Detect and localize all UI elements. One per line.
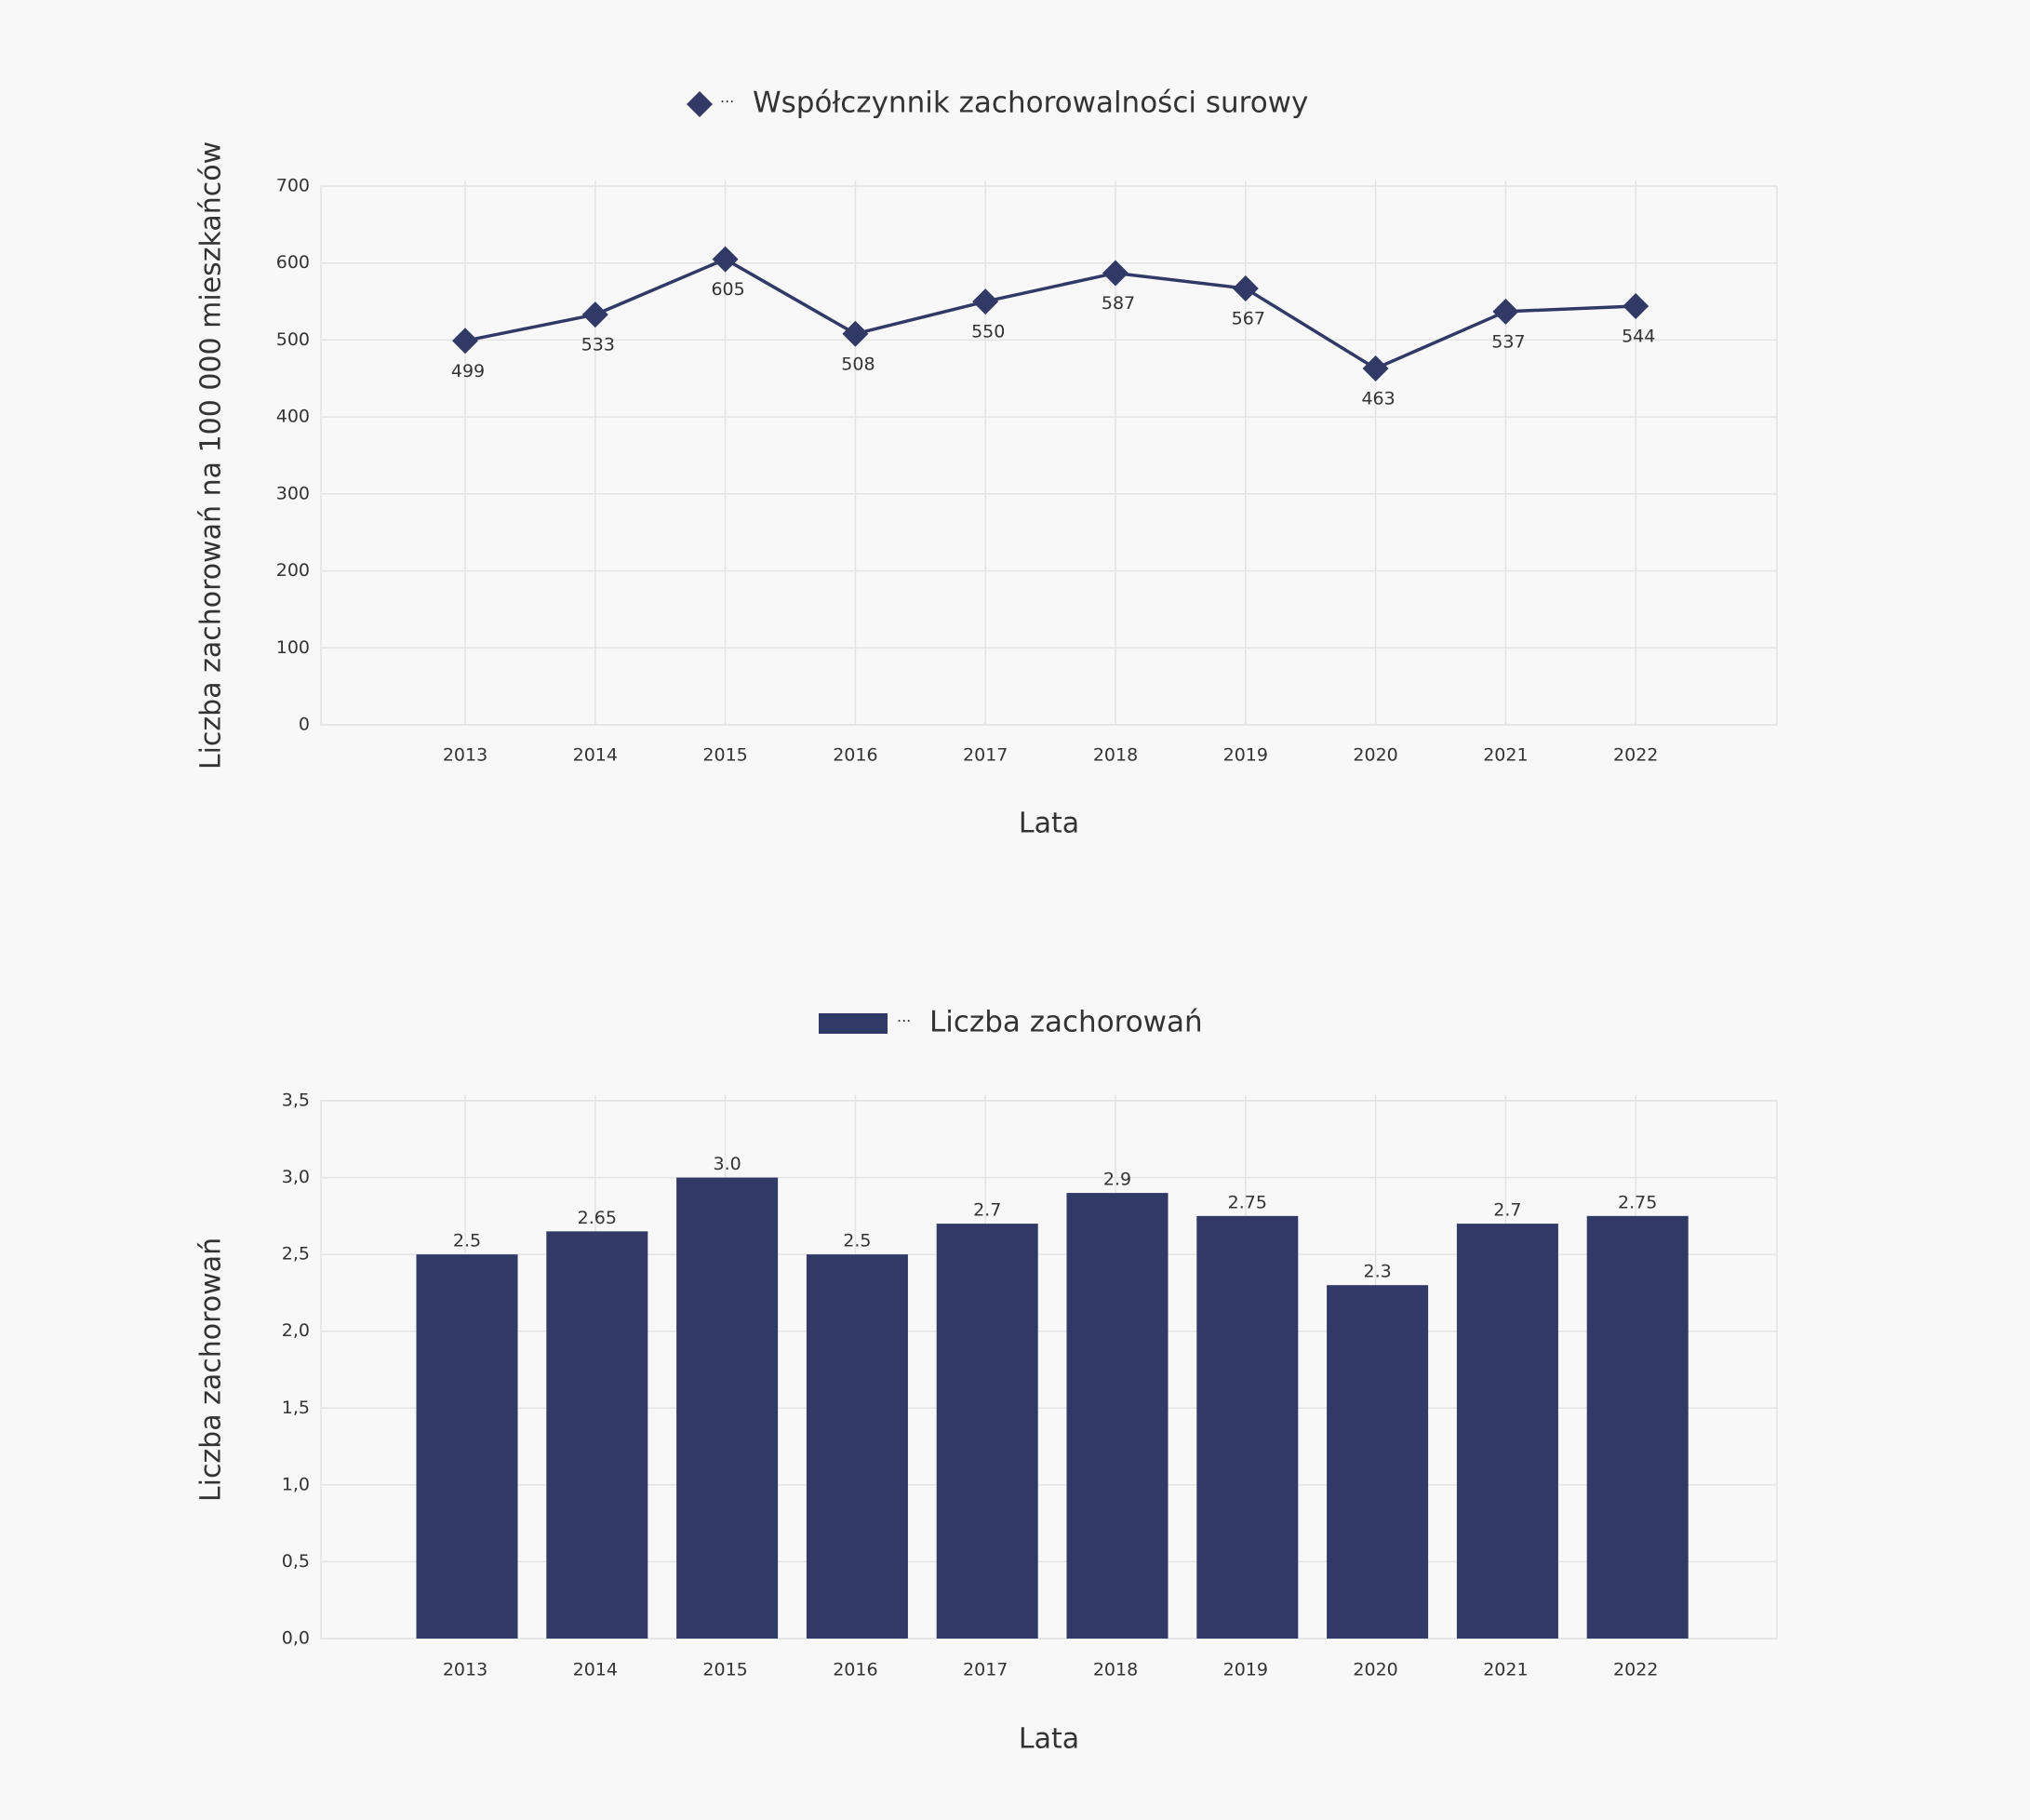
- x-tick-label: 2019: [1223, 1660, 1268, 1680]
- bar: [416, 1254, 518, 1639]
- x-axis-title: Lata: [1019, 808, 1079, 840]
- x-tick-label: 2014: [573, 1660, 618, 1680]
- data-label: 2.75: [1618, 1192, 1657, 1212]
- line: [464, 257, 1636, 371]
- legend-marker: [819, 1013, 888, 1034]
- x-tick-label: 2014: [573, 745, 618, 766]
- y-tick-label: 100: [276, 637, 310, 658]
- bar: [1586, 1215, 1689, 1639]
- y-tick-label: 2,0: [282, 1320, 310, 1341]
- data-label: 2.65: [578, 1208, 617, 1228]
- x-tick-label: 2015: [702, 1660, 747, 1680]
- marker: [712, 246, 739, 273]
- data-label: 550: [971, 322, 1005, 342]
- x-tick-label: 2017: [963, 745, 1008, 766]
- x-tick-label: 2022: [1613, 745, 1658, 766]
- data-label: 544: [1622, 327, 1655, 347]
- y-tick-label: 700: [276, 176, 310, 196]
- marker: [581, 301, 608, 328]
- x-tick-label: 2022: [1613, 1660, 1658, 1680]
- marker: [1232, 275, 1259, 302]
- x-tick-label: 2020: [1353, 745, 1397, 766]
- bar: [676, 1177, 779, 1639]
- data-label: 537: [1491, 331, 1525, 352]
- data-label: 2.3: [1363, 1262, 1391, 1282]
- legend-dots: ···: [720, 93, 734, 111]
- y-axis-title: Liczba zachorowań na 100 000 mieszkańców: [195, 141, 228, 769]
- data-label: 587: [1102, 293, 1135, 314]
- x-tick-label: 2018: [1093, 1660, 1138, 1680]
- y-tick-label: 0,5: [282, 1551, 310, 1572]
- legend-marker: [687, 91, 713, 117]
- x-tick-label: 2013: [443, 745, 487, 766]
- y-tick-label: 1,5: [282, 1398, 310, 1418]
- marker: [842, 320, 869, 347]
- bar: [1327, 1285, 1429, 1639]
- bar: [546, 1231, 648, 1639]
- data-label: 2.7: [973, 1200, 1001, 1221]
- bar: [936, 1224, 1038, 1639]
- y-tick-label: 3,0: [282, 1167, 310, 1187]
- x-tick-label: 2016: [833, 745, 877, 766]
- x-tick-label: 2015: [702, 745, 747, 766]
- legend-label: Liczba zachorowań: [929, 1006, 1203, 1039]
- legend-label: Współczynnik zachorowalności surowy: [753, 87, 1308, 120]
- data-label: 2.9: [1103, 1170, 1131, 1190]
- data-label: 3.0: [713, 1154, 741, 1174]
- marker: [1102, 260, 1129, 287]
- data-label: 463: [1361, 389, 1395, 409]
- x-tick-label: 2016: [833, 1660, 877, 1680]
- x-axis-title: Lata: [1019, 1723, 1079, 1756]
- plot-area: [320, 1100, 1778, 1639]
- y-tick-label: 0: [299, 715, 310, 735]
- x-tick-label: 2018: [1093, 745, 1138, 766]
- y-tick-label: 500: [276, 329, 310, 350]
- data-label: 508: [841, 354, 875, 374]
- marker: [1492, 298, 1519, 325]
- y-tick-label: 600: [276, 252, 310, 273]
- data-label: 567: [1232, 309, 1265, 329]
- legend-dots: ···: [897, 1012, 911, 1030]
- y-tick-label: 1,0: [282, 1474, 310, 1494]
- bar: [1196, 1215, 1299, 1639]
- data-label: 499: [451, 361, 485, 381]
- data-label: 2.5: [453, 1231, 481, 1251]
- y-tick-label: 300: [276, 483, 310, 503]
- plot-area: [320, 185, 1778, 726]
- x-tick-label: 2017: [963, 1660, 1008, 1680]
- marker: [452, 328, 478, 355]
- x-tick-label: 2021: [1483, 1660, 1528, 1680]
- bar: [1066, 1193, 1169, 1639]
- bar: [806, 1254, 908, 1639]
- y-tick-label: 400: [276, 407, 310, 427]
- data-label: 2.5: [843, 1231, 871, 1251]
- marker: [1623, 293, 1649, 320]
- x-tick-label: 2021: [1483, 745, 1528, 766]
- marker: [1362, 355, 1389, 382]
- x-tick-label: 2019: [1223, 745, 1268, 766]
- data-label: 533: [581, 335, 615, 355]
- bar: [1456, 1224, 1558, 1639]
- y-tick-label: 0,0: [282, 1628, 310, 1649]
- marker: [972, 288, 999, 315]
- y-tick-label: 3,5: [282, 1091, 310, 1111]
- data-label: 605: [711, 279, 744, 300]
- data-label: 2.75: [1228, 1192, 1267, 1212]
- data-label: 2.7: [1493, 1200, 1521, 1221]
- x-tick-label: 2013: [443, 1660, 487, 1680]
- y-tick-label: 2,5: [282, 1244, 310, 1265]
- x-tick-label: 2020: [1353, 1660, 1397, 1680]
- y-tick-label: 200: [276, 560, 310, 581]
- y-axis-title: Liczba zachorowań: [195, 1238, 228, 1502]
